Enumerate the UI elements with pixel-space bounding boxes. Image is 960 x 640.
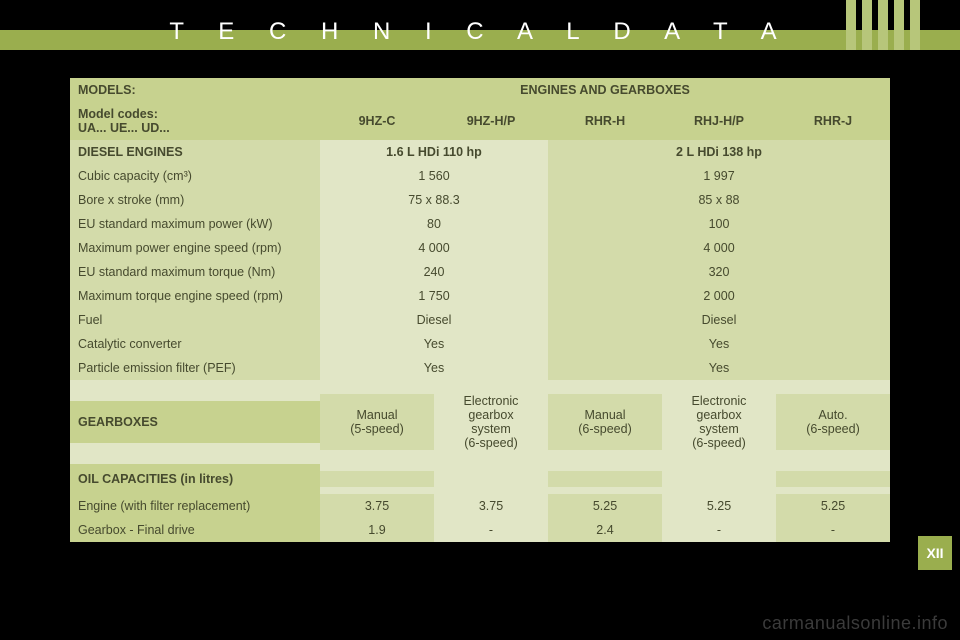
spec-eng1: 240 bbox=[320, 260, 548, 284]
spec-eng2: Yes bbox=[548, 356, 890, 380]
engine-1-title: 1.6 L HDi 110 hp bbox=[320, 140, 548, 164]
table-header-row-1: MODELS: ENGINES AND GEARBOXES bbox=[70, 78, 890, 102]
technical-data-table: MODELS: ENGINES AND GEARBOXES Model code… bbox=[70, 78, 890, 542]
gearbox-c3: Manual (6-speed) bbox=[548, 394, 662, 450]
spec-eng2: 4 000 bbox=[548, 236, 890, 260]
spec-eng1: Yes bbox=[320, 332, 548, 356]
oil-c1: 1.9 bbox=[320, 518, 434, 542]
spec-row: Maximum torque engine speed (rpm)1 7502 … bbox=[70, 284, 890, 308]
section-tab: XII bbox=[918, 536, 952, 570]
spec-eng1: 75 x 88.3 bbox=[320, 188, 548, 212]
spec-eng1: 4 000 bbox=[320, 236, 548, 260]
oil-c2: - bbox=[434, 518, 548, 542]
diesel-engines-label: DIESEL ENGINES bbox=[70, 140, 320, 164]
gearbox-c2: Electronic gearbox system (6-speed) bbox=[434, 380, 548, 464]
oil-c3: 2.4 bbox=[548, 518, 662, 542]
code-9hz-c: 9HZ-C bbox=[320, 109, 434, 133]
spec-eng1: 1 560 bbox=[320, 164, 548, 188]
spec-row: FuelDieselDiesel bbox=[70, 308, 890, 332]
gearboxes-label: GEARBOXES bbox=[70, 401, 320, 443]
header-models: MODELS: bbox=[70, 78, 320, 102]
oil-c4: 5.25 bbox=[662, 494, 776, 518]
code-rhr-h: RHR-H bbox=[548, 109, 662, 133]
spec-label: EU standard maximum torque (Nm) bbox=[70, 260, 320, 284]
oil-c3: 5.25 bbox=[548, 494, 662, 518]
spec-eng2: Diesel bbox=[548, 308, 890, 332]
spec-eng2: 85 x 88 bbox=[548, 188, 890, 212]
header-engines-gearboxes: ENGINES AND GEARBOXES bbox=[320, 78, 890, 102]
spec-row: Bore x stroke (mm)75 x 88.385 x 88 bbox=[70, 188, 890, 212]
spec-eng1: Yes bbox=[320, 356, 548, 380]
spec-row: Maximum power engine speed (rpm)4 0004 0… bbox=[70, 236, 890, 260]
gearbox-c4: Electronic gearbox system (6-speed) bbox=[662, 380, 776, 464]
oil-capacities-header: OIL CAPACITIES (in litres) bbox=[70, 464, 890, 494]
page-title: T E C H N I C A L D A T A bbox=[0, 18, 960, 46]
spec-eng1: 1 750 bbox=[320, 284, 548, 308]
diesel-engines-row: DIESEL ENGINES 1.6 L HDi 110 hp 2 L HDi … bbox=[70, 140, 890, 164]
spec-eng2: Yes bbox=[548, 332, 890, 356]
spec-label: EU standard maximum power (kW) bbox=[70, 212, 320, 236]
oil-row: Gearbox - Final drive1.9-2.4-- bbox=[70, 518, 890, 542]
spec-row: Cubic capacity (cm³)1 5601 997 bbox=[70, 164, 890, 188]
oil-c1: 3.75 bbox=[320, 494, 434, 518]
oil-row: Engine (with filter replacement)3.753.75… bbox=[70, 494, 890, 518]
spec-row: Catalytic converterYesYes bbox=[70, 332, 890, 356]
oil-c5: - bbox=[776, 518, 890, 542]
spec-label: Cubic capacity (cm³) bbox=[70, 164, 320, 188]
gearbox-c1: Manual (5-speed) bbox=[320, 394, 434, 450]
spec-eng2: 2 000 bbox=[548, 284, 890, 308]
gearbox-c5: Auto. (6-speed) bbox=[776, 394, 890, 450]
watermark: carmanualsonline.info bbox=[762, 613, 948, 634]
spec-label: Particle emission filter (PEF) bbox=[70, 356, 320, 380]
oil-c2: 3.75 bbox=[434, 494, 548, 518]
oil-label: Gearbox - Final drive bbox=[70, 518, 320, 542]
spec-eng1: 80 bbox=[320, 212, 548, 236]
gearboxes-row: GEARBOXES Manual (5-speed) Electronic ge… bbox=[70, 380, 890, 464]
spec-eng2: 1 997 bbox=[548, 164, 890, 188]
code-rhj-hp: RHJ-H/P bbox=[662, 109, 776, 133]
oil-c5: 5.25 bbox=[776, 494, 890, 518]
spec-label: Maximum power engine speed (rpm) bbox=[70, 236, 320, 260]
spec-eng1: Diesel bbox=[320, 308, 548, 332]
model-codes-label: Model codes: UA... UE... UD... bbox=[70, 102, 320, 140]
spec-row: Particle emission filter (PEF)YesYes bbox=[70, 356, 890, 380]
oil-label: Engine (with filter replacement) bbox=[70, 494, 320, 518]
engine-2-title: 2 L HDi 138 hp bbox=[548, 140, 890, 164]
table-header-row-2: Model codes: UA... UE... UD... 9HZ-C 9HZ… bbox=[70, 102, 890, 140]
spec-row: EU standard maximum power (kW)80100 bbox=[70, 212, 890, 236]
code-rhr-j: RHR-J bbox=[776, 109, 890, 133]
oil-c4: - bbox=[662, 518, 776, 542]
spec-eng2: 320 bbox=[548, 260, 890, 284]
spec-label: Maximum torque engine speed (rpm) bbox=[70, 284, 320, 308]
spec-row: EU standard maximum torque (Nm)240320 bbox=[70, 260, 890, 284]
spec-label: Bore x stroke (mm) bbox=[70, 188, 320, 212]
spec-label: Fuel bbox=[70, 308, 320, 332]
spec-eng2: 100 bbox=[548, 212, 890, 236]
code-9hz-hp: 9HZ-H/P bbox=[434, 109, 548, 133]
oil-capacities-label: OIL CAPACITIES (in litres) bbox=[70, 464, 320, 494]
spec-label: Catalytic converter bbox=[70, 332, 320, 356]
